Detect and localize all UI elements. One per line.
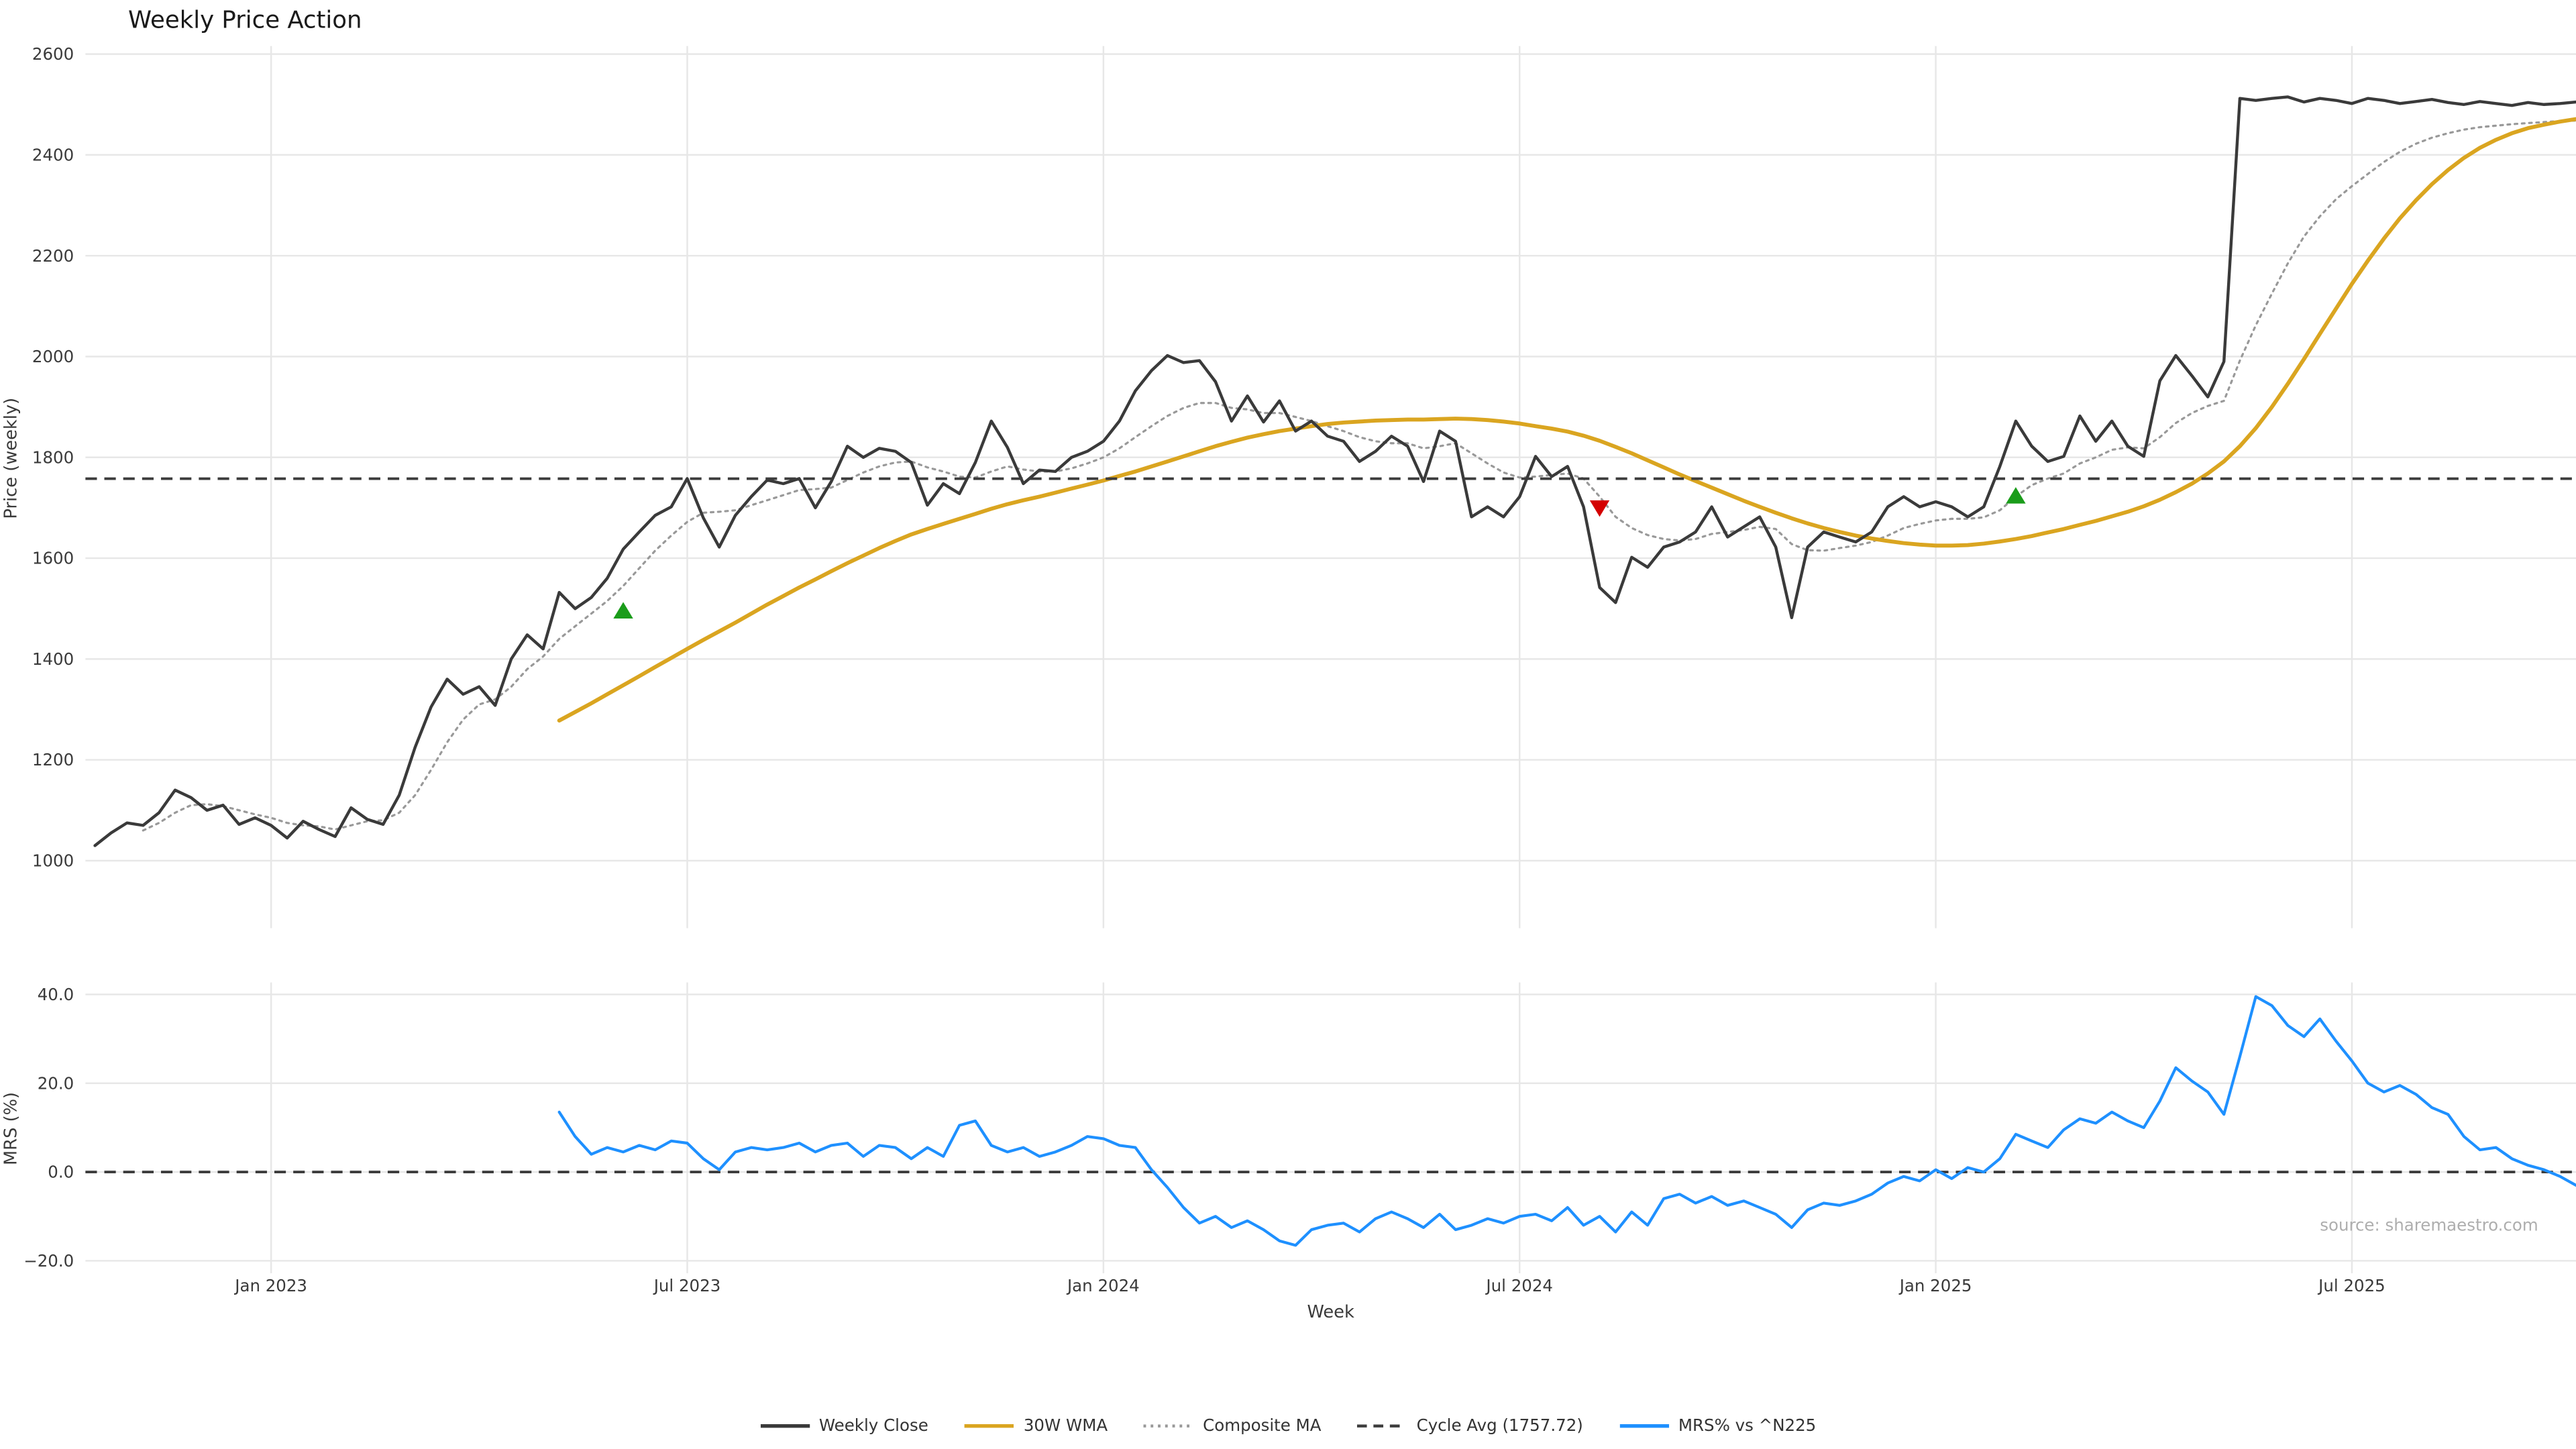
legend-line-sample — [1143, 1424, 1193, 1428]
mrs-subplot: −20.0 0.0 20.0 40.0 MRS (%) source: sharema… — [1, 982, 2576, 1273]
legend-item: 30W WMA — [964, 1417, 1108, 1436]
y-tick-label: 2200 — [32, 246, 74, 266]
y-tick-label: −20.0 — [23, 1251, 74, 1271]
price-ytick-labels: 1000 1200 1400 1600 1800 2000 2200 2400 2600 — [32, 44, 74, 870]
source-credit: source: sharemaestro.com — [2320, 1215, 2538, 1234]
y-tick-label: 1400 — [32, 649, 74, 669]
price-grid — [85, 46, 2576, 928]
mrs-series — [85, 995, 2576, 1247]
legend-item: Weekly Close — [759, 1417, 928, 1436]
signal-markers — [613, 487, 2026, 619]
price-subplot: 1000 1200 1400 1600 1800 2000 2200 2400 2600 Wee… — [1, 7, 2576, 928]
legend-label: MRS% vs ^N225 — [1678, 1417, 1817, 1436]
weekly-close-line — [93, 95, 2576, 847]
legend-label: Cycle Avg (1757.72) — [1416, 1417, 1583, 1436]
legend-item: Composite MA — [1143, 1417, 1322, 1436]
mrs-grid — [85, 982, 2576, 1273]
y-tick-label: 40.0 — [38, 985, 74, 1004]
mrs-line — [557, 995, 2576, 1247]
x-tick-label: Jul 2023 — [653, 1276, 721, 1295]
x-tick-labels: Jan 2023 Jul 2023 Jan 2024 Jul 2024 Jan 2025… — [233, 1276, 2385, 1295]
y-tick-label: 1000 — [32, 851, 74, 871]
y-tick-label: 0.0 — [48, 1163, 74, 1182]
buy-signal-marker — [2006, 487, 2026, 504]
wma-30w-line — [557, 117, 2576, 723]
legend-label: 30W WMA — [1023, 1417, 1108, 1436]
y-tick-label: 20.0 — [38, 1073, 74, 1093]
price-axis-label: Price (weekly) — [1, 398, 21, 519]
x-tick-label: Jan 2025 — [1898, 1276, 1972, 1295]
chart-title: Weekly Price Action — [128, 7, 362, 34]
mrs-ytick-labels: −20.0 0.0 20.0 40.0 — [23, 985, 74, 1271]
price-series — [85, 95, 2576, 847]
y-tick-label: 1200 — [32, 750, 74, 769]
buy-signal-marker — [613, 602, 633, 619]
composite-ma-line — [142, 119, 2576, 832]
legend-line-sample — [1619, 1424, 1669, 1428]
legend-line-sample — [1357, 1424, 1407, 1428]
y-tick-label: 1800 — [32, 447, 74, 467]
x-axis-label: Week — [1307, 1302, 1354, 1322]
legend-line-sample — [759, 1424, 810, 1428]
legend-label: Weekly Close — [818, 1417, 928, 1436]
x-tick-label: Jan 2024 — [1066, 1276, 1140, 1295]
x-tick-label: Jul 2025 — [2317, 1276, 2385, 1295]
legend-item: MRS% vs ^N225 — [1619, 1417, 1817, 1436]
legend-line-sample — [964, 1424, 1014, 1428]
legend-label: Composite MA — [1203, 1417, 1322, 1436]
chart-legend: Weekly Close 30W WMA Composite MA Cycle Avg… — [0, 1409, 2576, 1442]
y-tick-label: 2000 — [32, 347, 74, 366]
y-tick-label: 2600 — [32, 44, 74, 64]
legend-item: Cycle Avg (1757.72) — [1357, 1417, 1583, 1436]
x-tick-label: Jan 2023 — [233, 1276, 307, 1295]
y-tick-label: 1600 — [32, 549, 74, 568]
sell-signal-marker — [1589, 500, 1610, 517]
x-tick-label: Jul 2024 — [1485, 1276, 1553, 1295]
x-axis: Jan 2023 Jul 2023 Jan 2024 Jul 2024 Jan 2025… — [233, 1276, 2385, 1322]
y-tick-label: 2400 — [32, 145, 74, 164]
mrs-axis-label: MRS (%) — [1, 1092, 21, 1165]
